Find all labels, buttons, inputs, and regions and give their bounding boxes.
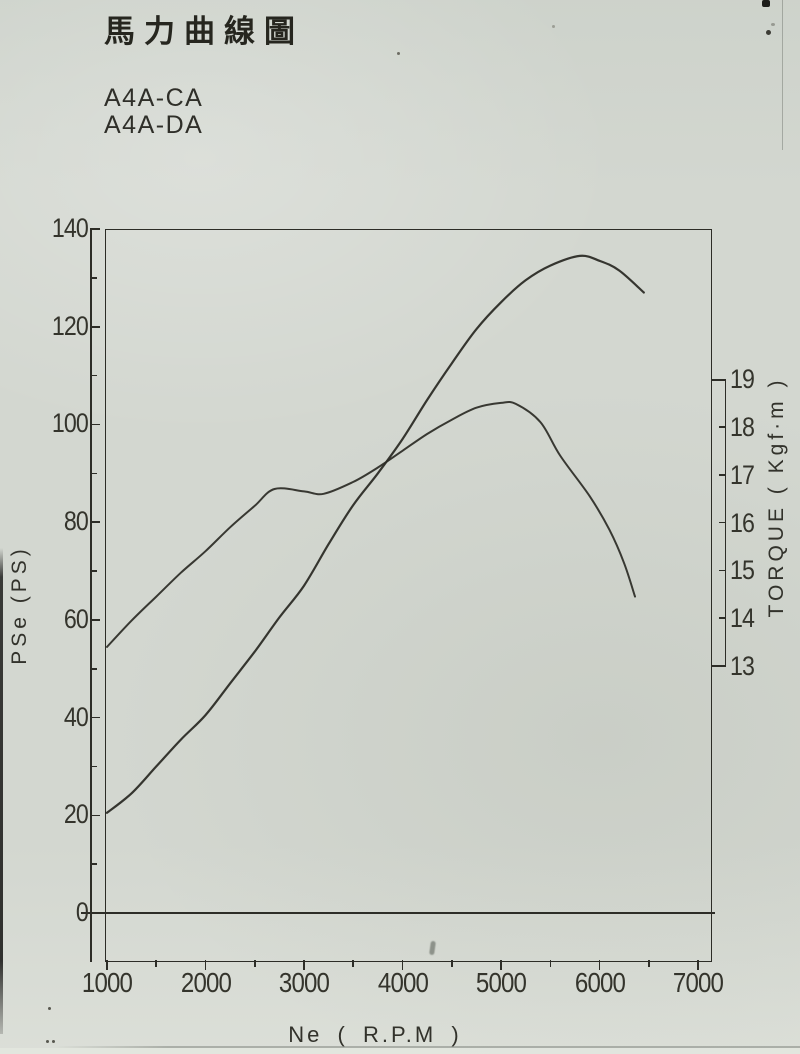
x-minor-tick <box>253 960 256 967</box>
x-major-tick <box>106 960 108 970</box>
y-right-tick-label: 15 <box>730 555 755 586</box>
y-right-tick <box>719 521 726 524</box>
torque-bracket-bottom <box>711 665 726 667</box>
x-minor-tick <box>450 960 453 967</box>
x-tick-label: 2000 <box>180 967 231 998</box>
y-left-minor-tick <box>90 570 97 572</box>
y-left-minor-tick <box>90 277 97 279</box>
y-left-minor-tick <box>90 667 97 670</box>
x-minor-tick <box>352 960 355 967</box>
y-left-minor-tick <box>90 472 97 475</box>
y-left-minor-tick <box>90 863 97 865</box>
model-label-2: A4A-DA <box>104 111 204 139</box>
model-label-1: A4A-CA <box>104 84 204 112</box>
x-minor-tick <box>648 960 650 967</box>
x-tick-label: 1000 <box>81 967 133 998</box>
y-left-tick-label: 140 <box>51 213 89 243</box>
y-right-tick-label: 18 <box>730 411 755 442</box>
y-right-tick <box>719 569 726 572</box>
y-right-tick <box>719 617 726 620</box>
x-tick-label: 6000 <box>574 967 625 998</box>
y-left-major-tick <box>90 228 100 230</box>
x-minor-tick <box>549 960 552 967</box>
scan-speck <box>46 1040 49 1043</box>
y-right-tick-label: 14 <box>730 603 755 634</box>
y-left-tick-label: 120 <box>51 310 89 341</box>
x-tick-label: 4000 <box>377 967 428 998</box>
y-left-minor-tick <box>90 374 97 377</box>
x-major-tick <box>401 960 404 970</box>
x-tick-label: 5000 <box>475 967 527 998</box>
x-minor-tick <box>155 960 158 967</box>
y-left-tick-label: 60 <box>63 603 89 634</box>
y-right-tick <box>719 473 726 476</box>
x-axis-title: Ne ( R.P.M ) <box>288 1022 462 1047</box>
y-left-tick-label: 20 <box>63 799 89 830</box>
scan-speck <box>397 52 400 55</box>
y-right-tick-label: 13 <box>730 651 755 681</box>
y-left-major-tick <box>90 521 100 523</box>
scan-edge-right <box>782 0 783 150</box>
y-right-tick-label: 17 <box>730 459 755 490</box>
y-left-minor-tick <box>90 765 97 768</box>
y-left-major-tick <box>90 912 100 914</box>
paper-fold-line <box>55 1046 800 1048</box>
y-right-tick-label: 19 <box>730 364 755 394</box>
y-left-major-tick <box>90 716 100 719</box>
x-major-tick <box>598 960 601 970</box>
y-left-tick-label: 0 <box>75 897 89 927</box>
scan-speck <box>762 0 770 7</box>
y-right-tick-label: 16 <box>730 507 755 538</box>
y-right-tick <box>719 426 726 428</box>
y-left-tick-label: 40 <box>63 701 89 732</box>
scan-speck <box>766 30 771 35</box>
y-left-axis-title: PSe (PS) <box>8 545 31 665</box>
y-left-major-tick <box>90 619 100 621</box>
x-major-tick <box>697 960 699 970</box>
x-tick-label: 7000 <box>672 967 724 998</box>
scan-speck <box>552 25 555 28</box>
x-major-tick <box>500 960 502 970</box>
x-major-tick <box>204 960 207 970</box>
paper-bottom-band <box>0 1047 800 1054</box>
torque-bracket-top <box>711 379 726 381</box>
page-title: 馬力曲線圖 <box>104 14 304 50</box>
scan-edge-left <box>0 548 3 1034</box>
y-left-major-tick <box>90 325 100 328</box>
x-tick-label: 3000 <box>278 967 330 998</box>
y-left-tick-label: 80 <box>63 506 89 537</box>
scan-speck <box>48 1007 51 1010</box>
plot-frame <box>105 229 712 962</box>
zero-line <box>81 912 715 914</box>
scan-speck <box>771 23 775 26</box>
y-left-major-tick <box>90 814 100 817</box>
scan-speck <box>52 1040 55 1043</box>
x-major-tick <box>303 960 305 970</box>
y-left-axis-line <box>90 229 92 962</box>
y-left-tick-label: 100 <box>51 408 89 439</box>
y-left-major-tick <box>90 423 100 426</box>
